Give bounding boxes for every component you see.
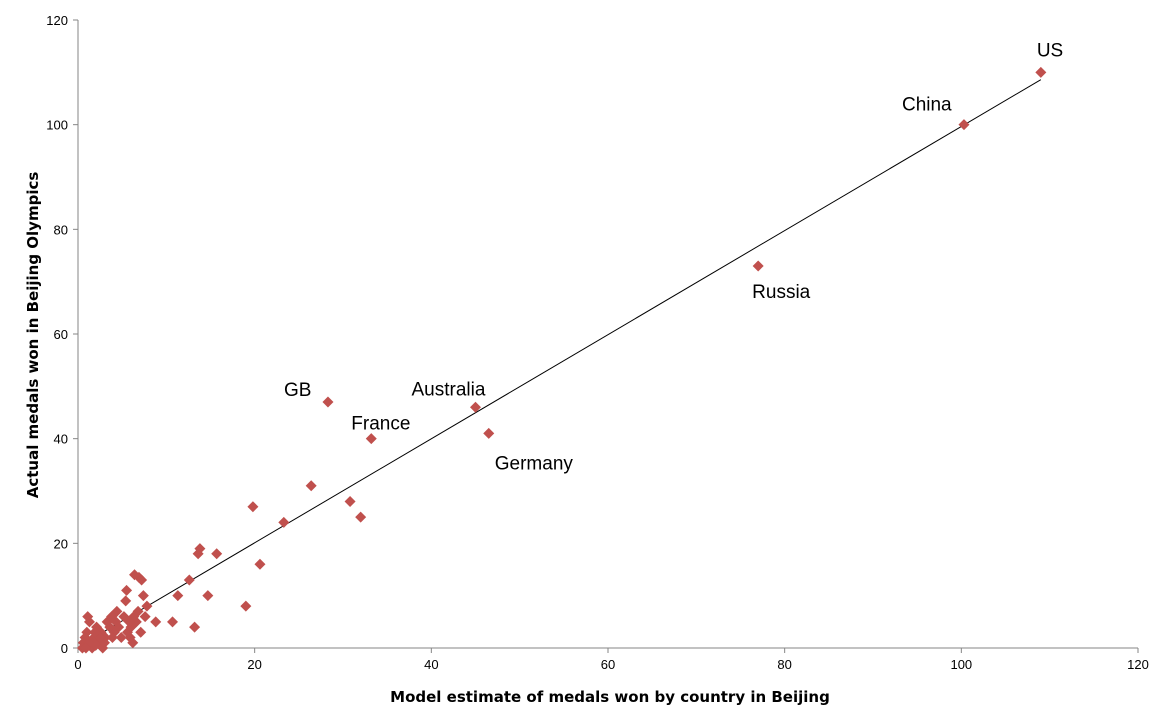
data-point [120,595,132,607]
data-point [240,600,252,612]
tick-labels: 0 20 40 60 80 100 120 0 20 40 60 80 100 120 [46,13,1149,672]
trendline [86,79,1042,643]
y-tick-label: 60 [54,327,68,342]
x-tick-label: 20 [247,657,261,672]
data-point [106,611,118,623]
data-point [82,611,94,623]
data-point [141,600,153,612]
data-point [89,626,101,638]
data-point [115,632,127,644]
data-points [76,66,1047,654]
y-tick-label: 80 [54,222,68,237]
x-tick-label: 120 [1127,657,1149,672]
data-point [1035,66,1047,78]
data-point [172,590,184,602]
data-point [136,574,148,586]
data-point [247,501,259,513]
data-point [167,616,179,628]
point-label-australia: Australia [412,379,486,400]
axes [73,19,1139,653]
point-annotations: US China Russia Australia Germany GB France [284,40,1063,474]
y-tick-label: 100 [46,118,68,133]
data-point [278,516,290,528]
x-tick-label: 0 [74,657,81,672]
data-point [470,401,481,413]
data-point [483,427,495,439]
data-point [137,590,149,602]
y-tick-label: 120 [46,13,68,28]
data-point [254,558,266,570]
data-point [958,119,970,131]
point-label-china: China [902,95,952,116]
data-point [189,621,201,633]
x-tick-label: 60 [601,657,615,672]
data-point [355,511,367,523]
data-point [305,480,317,492]
data-point [123,616,135,628]
point-label-france: France [351,414,410,435]
data-point [752,260,764,272]
data-point [344,495,356,507]
data-point [211,548,223,560]
data-point [150,616,162,628]
data-point [192,548,204,560]
y-tick-label: 20 [54,536,68,551]
data-point [202,590,214,602]
data-point [322,396,334,408]
data-point [106,632,118,644]
data-point [365,433,377,445]
data-point [135,626,147,638]
data-point [127,637,139,649]
point-label-us: US [1037,40,1063,61]
data-point [139,611,151,623]
y-axis-title: Actual medals won in Beijing Olympics [24,172,42,499]
x-tick-label: 40 [424,657,438,672]
trendline-group [86,79,1042,643]
point-label-germany: Germany [495,453,574,474]
data-point [183,574,195,586]
data-point [80,642,92,654]
x-tick-label: 80 [777,657,791,672]
x-axis-title: Model estimate of medals won by country … [390,688,830,706]
point-label-gb: GB [284,380,311,401]
y-tick-label: 40 [54,432,68,447]
y-tick-label: 0 [61,641,68,656]
x-tick-label: 100 [950,657,972,672]
data-point [121,584,133,596]
point-label-russia: Russia [752,282,811,303]
